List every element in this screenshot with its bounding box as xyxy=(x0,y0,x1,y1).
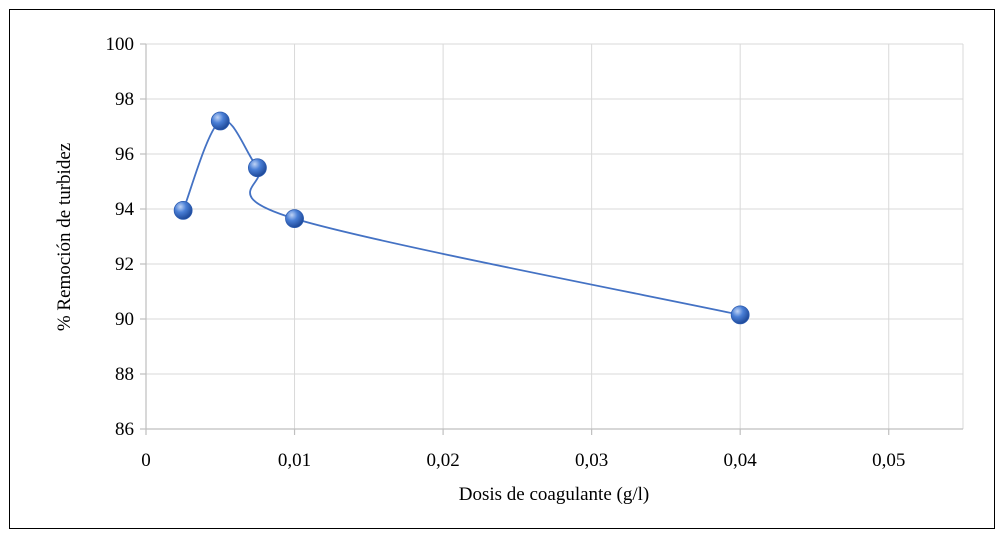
axes xyxy=(140,43,963,435)
x-tick-label: 0,04 xyxy=(724,450,758,471)
x-tick-label: 0,05 xyxy=(872,450,905,471)
data-point xyxy=(210,111,230,131)
x-tick-label: 0,02 xyxy=(426,450,459,471)
x-tick-label: 0,03 xyxy=(575,450,608,471)
series-line-group xyxy=(182,119,741,316)
x-tick-label: 0 xyxy=(141,450,151,471)
data-point xyxy=(248,158,267,178)
y-tick-label: 94 xyxy=(115,199,135,220)
data-point xyxy=(730,305,750,325)
chart-frame xyxy=(9,9,995,529)
series-line xyxy=(182,119,741,316)
data-point xyxy=(285,209,304,229)
tick-labels: 86 88 90 92 94 96 98 100 0 0,01 0,02 0,03 0,04 0,05 xyxy=(106,34,906,471)
y-tick-label: 90 xyxy=(115,309,134,330)
y-tick-label: 96 xyxy=(115,144,134,165)
x-tick-label: 0,01 xyxy=(278,450,311,471)
y-tick-label: 98 xyxy=(115,89,134,110)
y-tick-label: 92 xyxy=(115,254,134,275)
y-tick-label: 86 xyxy=(115,419,134,440)
y-tick-label: 100 xyxy=(106,34,135,55)
y-tick-label: 88 xyxy=(115,364,134,385)
data-points xyxy=(173,111,750,325)
data-point xyxy=(173,200,193,220)
x-axis-title: Dosis de coagulante (g/l) xyxy=(459,484,649,505)
y-axis-title: % Remoción de turbidez xyxy=(54,143,75,331)
grid-lines xyxy=(146,43,964,429)
